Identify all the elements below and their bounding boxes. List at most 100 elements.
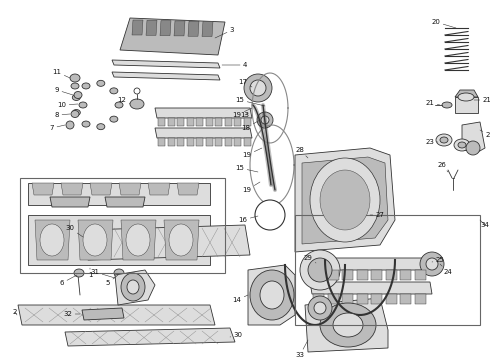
Text: 19: 19 <box>243 182 260 193</box>
Polygon shape <box>357 294 368 304</box>
Ellipse shape <box>310 158 380 242</box>
Polygon shape <box>146 20 157 35</box>
Bar <box>20 178 225 273</box>
Ellipse shape <box>114 269 124 277</box>
Text: 15: 15 <box>236 165 258 172</box>
Ellipse shape <box>320 170 370 230</box>
Polygon shape <box>313 294 324 304</box>
Polygon shape <box>82 308 124 320</box>
Ellipse shape <box>333 313 363 337</box>
Polygon shape <box>342 270 353 280</box>
Polygon shape <box>310 282 432 294</box>
Polygon shape <box>244 138 250 146</box>
Ellipse shape <box>74 269 84 277</box>
Polygon shape <box>224 138 231 146</box>
Polygon shape <box>234 138 241 146</box>
Polygon shape <box>188 21 199 36</box>
Polygon shape <box>234 118 241 126</box>
Ellipse shape <box>70 74 80 82</box>
Polygon shape <box>18 305 215 325</box>
Polygon shape <box>202 22 213 36</box>
Ellipse shape <box>134 88 140 94</box>
Text: 31: 31 <box>91 269 115 278</box>
Ellipse shape <box>426 258 438 270</box>
Ellipse shape <box>71 111 79 117</box>
Ellipse shape <box>308 296 332 320</box>
Polygon shape <box>357 270 368 280</box>
Bar <box>295 215 480 325</box>
Polygon shape <box>121 220 156 260</box>
Text: 24: 24 <box>440 264 452 275</box>
Ellipse shape <box>261 116 269 124</box>
Ellipse shape <box>436 134 452 146</box>
Ellipse shape <box>83 224 107 256</box>
Ellipse shape <box>255 200 285 230</box>
Polygon shape <box>386 270 396 280</box>
Polygon shape <box>295 148 395 252</box>
Text: 1: 1 <box>88 268 92 278</box>
Text: 13: 13 <box>241 112 249 118</box>
Polygon shape <box>205 118 213 126</box>
Polygon shape <box>158 138 165 146</box>
Ellipse shape <box>250 270 294 320</box>
Ellipse shape <box>74 91 82 99</box>
Ellipse shape <box>250 80 266 96</box>
Text: 29: 29 <box>304 255 316 263</box>
Polygon shape <box>400 270 411 280</box>
Ellipse shape <box>337 202 363 228</box>
Text: 6: 6 <box>60 275 77 286</box>
Polygon shape <box>112 72 220 80</box>
Ellipse shape <box>169 224 193 256</box>
Ellipse shape <box>420 252 444 276</box>
Ellipse shape <box>82 83 90 89</box>
Polygon shape <box>215 138 222 146</box>
Polygon shape <box>115 270 155 305</box>
Polygon shape <box>35 220 70 260</box>
Polygon shape <box>61 183 83 195</box>
Polygon shape <box>248 265 295 325</box>
Polygon shape <box>187 118 194 126</box>
Ellipse shape <box>320 303 376 347</box>
Text: 15: 15 <box>236 97 265 106</box>
Text: 26: 26 <box>438 162 448 172</box>
Ellipse shape <box>300 250 340 290</box>
Ellipse shape <box>130 99 144 109</box>
Polygon shape <box>305 298 388 352</box>
Text: 33: 33 <box>295 340 308 358</box>
Text: 2: 2 <box>13 309 17 315</box>
Ellipse shape <box>440 137 448 143</box>
Ellipse shape <box>79 102 87 108</box>
Polygon shape <box>132 20 143 35</box>
Ellipse shape <box>97 80 105 86</box>
Text: 16: 16 <box>239 216 258 223</box>
Text: 19: 19 <box>243 148 262 158</box>
Polygon shape <box>160 21 171 36</box>
Polygon shape <box>28 183 210 205</box>
Ellipse shape <box>40 224 64 256</box>
Ellipse shape <box>121 273 145 301</box>
Polygon shape <box>85 225 250 260</box>
Polygon shape <box>224 118 231 126</box>
Ellipse shape <box>308 258 332 282</box>
Ellipse shape <box>115 102 123 108</box>
Ellipse shape <box>314 302 326 314</box>
Polygon shape <box>155 108 252 118</box>
Polygon shape <box>65 328 235 346</box>
Polygon shape <box>177 118 184 126</box>
Polygon shape <box>164 220 199 260</box>
Polygon shape <box>462 122 485 152</box>
Ellipse shape <box>110 88 118 94</box>
Polygon shape <box>196 138 203 146</box>
Ellipse shape <box>442 102 452 108</box>
Polygon shape <box>177 138 184 146</box>
Text: 18: 18 <box>242 120 260 131</box>
Polygon shape <box>244 118 250 126</box>
Polygon shape <box>455 97 478 113</box>
Polygon shape <box>196 118 203 126</box>
Polygon shape <box>78 220 113 260</box>
Text: 20: 20 <box>432 19 456 28</box>
Text: 30: 30 <box>230 332 243 338</box>
Text: 22: 22 <box>480 130 490 138</box>
Ellipse shape <box>73 109 80 116</box>
Ellipse shape <box>454 139 470 151</box>
